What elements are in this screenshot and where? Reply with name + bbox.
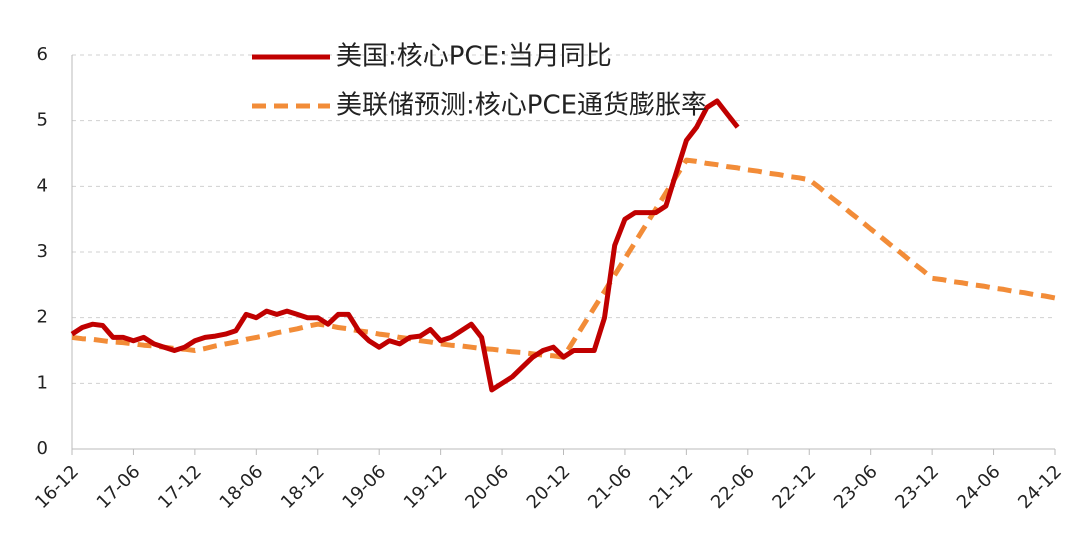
series-line xyxy=(71,157,1056,360)
y-tick-label: 5 xyxy=(37,110,48,131)
x-tick-label: 17-12 xyxy=(154,461,206,513)
series-line xyxy=(70,98,740,393)
y-tick-label: 6 xyxy=(37,44,48,65)
x-tick-label: 22-06 xyxy=(707,461,759,513)
x-tick-label: 24-12 xyxy=(1014,461,1066,513)
x-tick-label: 18-06 xyxy=(216,461,268,513)
x-tick-label: 20-12 xyxy=(523,461,575,513)
y-tick-label: 2 xyxy=(37,307,48,328)
legend-label: 美国:核心PCE:当月同比 xyxy=(336,42,612,72)
x-tick-label: 16-12 xyxy=(31,461,83,513)
y-tick-label: 1 xyxy=(37,372,48,393)
x-tick-label: 21-06 xyxy=(584,461,636,513)
y-tick-label: 3 xyxy=(37,241,48,262)
y-tick-label: 4 xyxy=(37,175,48,196)
x-tick-label: 20-06 xyxy=(461,461,513,513)
x-tick-label: 23-06 xyxy=(830,461,882,513)
x-tick-label: 24-06 xyxy=(953,461,1005,513)
x-tick-label: 17-06 xyxy=(93,461,145,513)
x-tick-label: 18-12 xyxy=(277,461,329,513)
x-tick-label: 23-12 xyxy=(891,461,943,513)
y-tick-label: 0 xyxy=(37,438,48,459)
x-tick-label: 21-12 xyxy=(646,461,698,513)
x-tick-label: 19-06 xyxy=(338,461,390,513)
legend-label: 美联储预测:核心PCE通货膨胀率 xyxy=(336,91,707,121)
x-tick-label: 19-12 xyxy=(400,461,452,513)
x-tick-label: 22-12 xyxy=(768,461,820,513)
